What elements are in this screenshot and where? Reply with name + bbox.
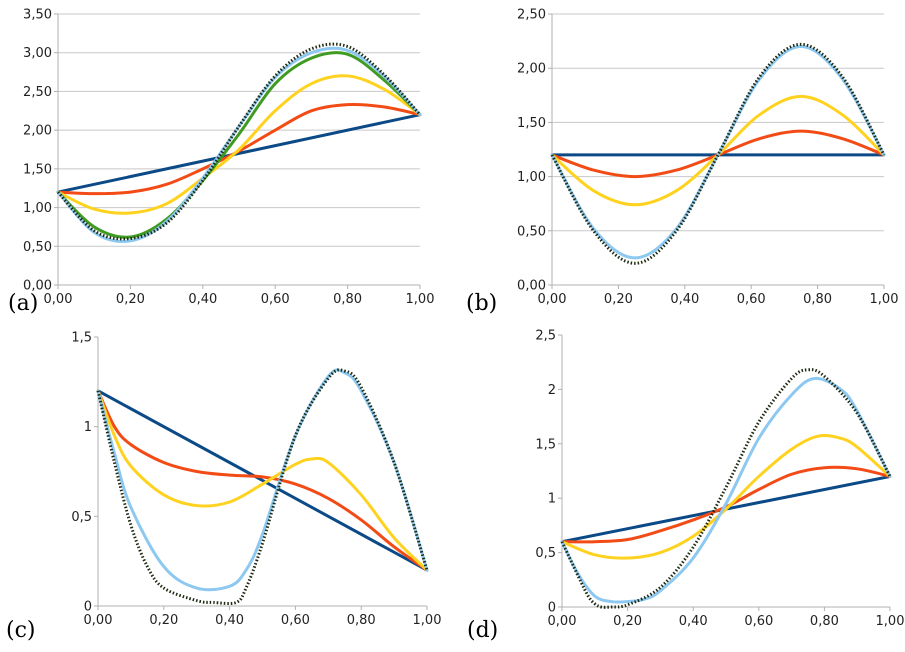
x-tick-label: 0,00 xyxy=(548,614,577,629)
panel-label: (b) xyxy=(466,291,497,316)
y-tick-label: 2,50 xyxy=(517,8,546,23)
y-tick-label: 1,5 xyxy=(535,437,556,452)
x-tick-label: 0,40 xyxy=(188,292,217,307)
x-tick-label: 0,60 xyxy=(744,614,773,629)
y-tick-label: 0 xyxy=(548,601,556,616)
y-tick-label: 1,50 xyxy=(23,162,52,177)
series-line-lightblue xyxy=(560,377,892,604)
y-tick-label: 1,5 xyxy=(71,331,92,346)
x-tick-label: 0,40 xyxy=(215,613,244,628)
y-tick-label: 0,00 xyxy=(23,279,52,294)
x-tick-label: 0,20 xyxy=(116,292,145,307)
y-tick-label: 0,00 xyxy=(517,279,546,294)
series-line-blue xyxy=(56,113,422,194)
x-tick-label: 0,20 xyxy=(613,614,642,629)
x-tick-label: 0,60 xyxy=(261,292,290,307)
x-tick-label: 0,20 xyxy=(604,292,633,307)
series-line-yellow xyxy=(96,389,429,572)
chart-panel-a: 0,00 0,50 1,00 1,50 2,00 2,50 3,00 3,50 0,00 0,20… xyxy=(8,8,434,317)
y-tick-label: 1,50 xyxy=(517,116,546,131)
panel-label: (a) xyxy=(8,291,38,316)
x-tick-label: 0,60 xyxy=(281,613,310,628)
x-tick-label: 0,80 xyxy=(803,292,832,307)
y-tick-label: 1,00 xyxy=(23,201,52,216)
y-tick-label: 0,5 xyxy=(535,546,556,561)
series-line-yellow xyxy=(550,94,886,207)
x-tick-label: 1,00 xyxy=(406,292,435,307)
x-tick-label: 0,40 xyxy=(679,614,708,629)
y-tick-label: 0 xyxy=(84,600,92,615)
chart-panel-c: 0 0,5 1 1,5 0,00 0,20 0,40 0,60 0,80 1,00 (c) xyxy=(6,331,441,644)
y-tick-label: 0,5 xyxy=(71,510,92,525)
y-tick-label: 0,50 xyxy=(23,240,52,255)
chart-panel-b: 0,00 0,50 1,00 1,50 2,00 2,50 0,00 0,20 0,40 0,60… xyxy=(466,8,898,317)
y-tick-label: 0,50 xyxy=(517,224,546,239)
y-tick-label: 3,00 xyxy=(23,46,52,61)
x-tick-label: 0,60 xyxy=(737,292,766,307)
x-tick-label: 0,00 xyxy=(538,292,567,307)
series-line-yellow xyxy=(560,434,892,560)
x-tick-label: 1,00 xyxy=(413,613,442,628)
panel-label: (c) xyxy=(6,618,36,643)
y-tick-label: 1 xyxy=(548,492,556,507)
series-line-green xyxy=(56,51,422,239)
y-tick-label: 3,50 xyxy=(23,8,52,23)
x-tick-label: 1,00 xyxy=(870,292,899,307)
x-tick-label: 0,40 xyxy=(670,292,699,307)
y-tick-label: 2,00 xyxy=(23,124,52,139)
x-tick-label: 0,00 xyxy=(84,613,113,628)
x-tick-label: 0,00 xyxy=(44,292,73,307)
x-tick-label: 1,00 xyxy=(876,614,905,629)
series-line-lightblue xyxy=(56,46,422,243)
y-tick-label: 2 xyxy=(548,383,556,398)
series-line-yellow xyxy=(56,74,422,215)
x-tick-label: 0,20 xyxy=(149,613,178,628)
x-tick-label: 0,80 xyxy=(347,613,376,628)
chart-panel-d: 0 0,5 1 1,5 2 2,5 0,00 0,20 0,40 0,60 0,80 1,00 (d) xyxy=(467,329,904,644)
panel-label: (d) xyxy=(467,618,498,643)
x-tick-label: 0,80 xyxy=(810,614,839,629)
series-line-dotted xyxy=(96,368,429,606)
series-line-dotted xyxy=(56,42,422,241)
series-line-lightblue xyxy=(96,368,429,592)
y-tick-label: 2,5 xyxy=(535,329,556,344)
series-line-lightblue xyxy=(550,45,886,260)
series-line-red xyxy=(96,389,429,572)
series-line-blue xyxy=(96,389,429,572)
y-tick-label: 2,50 xyxy=(23,85,52,100)
x-tick-label: 0,80 xyxy=(333,292,362,307)
series-line-dotted xyxy=(560,368,892,609)
y-tick-label: 2,00 xyxy=(517,62,546,77)
series-line-red xyxy=(560,465,892,544)
y-tick-label: 1 xyxy=(84,420,92,435)
y-tick-label: 1,00 xyxy=(517,170,546,185)
